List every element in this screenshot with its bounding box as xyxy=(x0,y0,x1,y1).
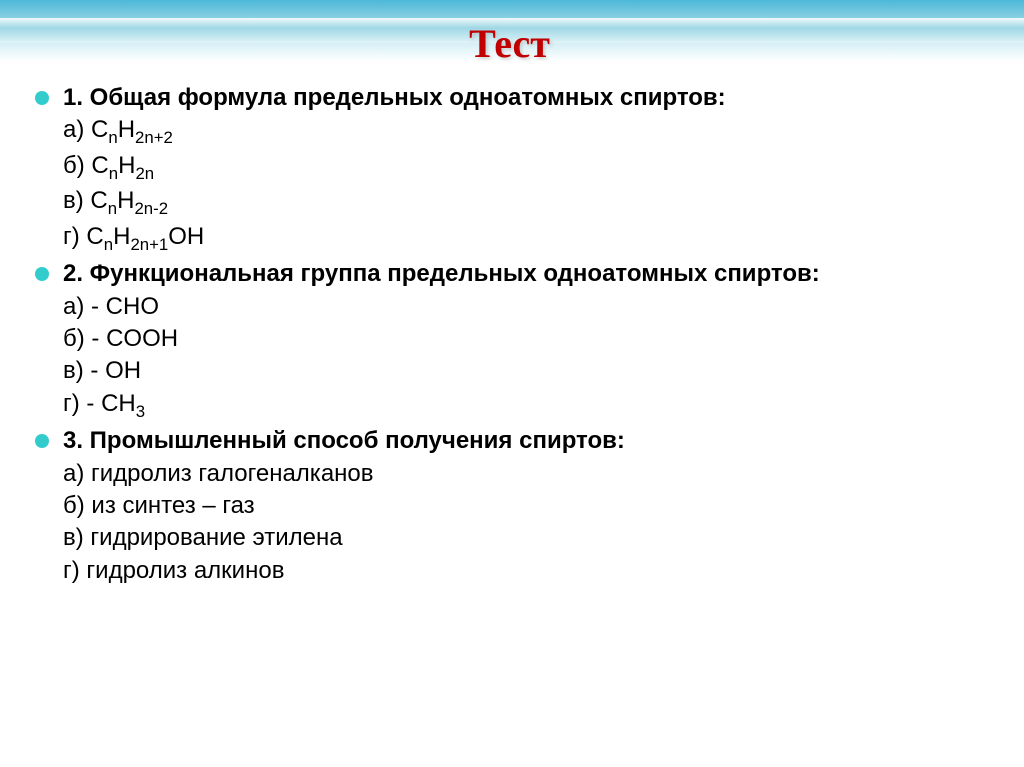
slide-title: Тест xyxy=(35,20,984,67)
answer-option: а) СnH2n+2 xyxy=(63,114,984,149)
bullet-icon xyxy=(35,91,49,105)
answer-option: в) - OH xyxy=(63,355,984,387)
answer-option: б) из синтез – газ xyxy=(63,490,984,522)
answer-option: г) - CH3 xyxy=(63,388,984,423)
questions-list: 1. Общая формула предельных одноатомных … xyxy=(35,82,984,587)
answer-option: а) - CHO xyxy=(63,291,984,323)
question-item: 3. Промышленный способ получения спиртов… xyxy=(35,425,984,587)
question-text: 1. Общая формула предельных одноатомных … xyxy=(63,84,726,111)
question-text: 3. Промышленный способ получения спиртов… xyxy=(63,427,625,454)
question-item: 2. Функциональная группа предельных одно… xyxy=(35,258,984,423)
answer-option: б) СnH2n xyxy=(63,150,984,185)
answer-option: в) гидрирование этилена xyxy=(63,522,984,554)
answer-option: а) гидролиз галогеналканов xyxy=(63,458,984,490)
bullet-icon xyxy=(35,434,49,448)
question-content: 1. Общая формула предельных одноатомных … xyxy=(63,82,984,256)
answer-option: г) СnH2n+1OH xyxy=(63,221,984,256)
answer-option: г) гидролиз алкинов xyxy=(63,555,984,587)
slide-content: Тест 1. Общая формула предельных одноато… xyxy=(0,0,1024,609)
question-item: 1. Общая формула предельных одноатомных … xyxy=(35,82,984,256)
answer-option: в) СnH2n-2 xyxy=(63,185,984,220)
answer-option: б) - COOH xyxy=(63,323,984,355)
question-content: 2. Функциональная группа предельных одно… xyxy=(63,258,984,423)
question-content: 3. Промышленный способ получения спиртов… xyxy=(63,425,984,587)
question-text: 2. Функциональная группа предельных одно… xyxy=(63,260,820,287)
bullet-icon xyxy=(35,267,49,281)
